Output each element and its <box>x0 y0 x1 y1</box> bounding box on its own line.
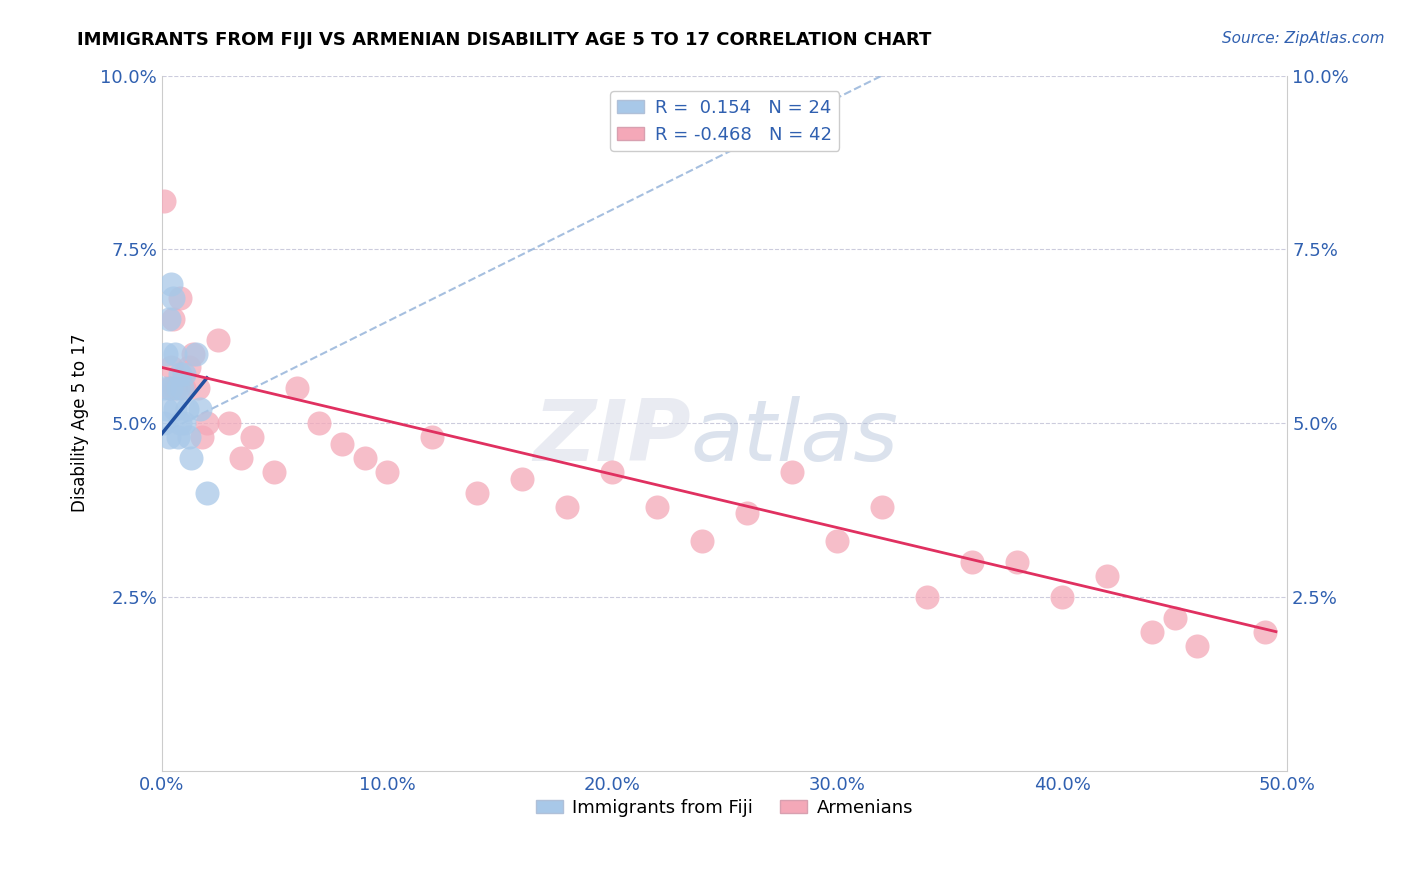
Point <box>183 346 205 360</box>
Point <box>690 534 713 549</box>
Point <box>555 500 578 514</box>
Point <box>191 430 214 444</box>
Point <box>1163 611 1185 625</box>
Point <box>157 311 180 326</box>
Point <box>173 416 195 430</box>
Point <box>165 381 187 395</box>
Point <box>645 500 668 514</box>
Point <box>735 507 758 521</box>
Point <box>160 277 183 291</box>
Point <box>780 465 803 479</box>
Point <box>176 402 198 417</box>
Point <box>173 368 195 382</box>
Point <box>218 416 240 430</box>
Point <box>420 430 443 444</box>
Point <box>825 534 848 549</box>
Point <box>172 381 194 395</box>
Point <box>1254 624 1277 639</box>
Point <box>166 381 188 395</box>
Point <box>263 465 285 479</box>
Point <box>285 381 308 395</box>
Point <box>510 472 533 486</box>
Point <box>173 381 195 395</box>
Point <box>157 381 180 395</box>
Point <box>169 291 191 305</box>
Point <box>1005 555 1028 569</box>
Point <box>165 346 187 360</box>
Point <box>1050 590 1073 604</box>
Point <box>600 465 623 479</box>
Point <box>308 416 330 430</box>
Point <box>169 416 191 430</box>
Text: Source: ZipAtlas.com: Source: ZipAtlas.com <box>1222 31 1385 46</box>
Point <box>240 430 263 444</box>
Point <box>169 368 191 382</box>
Point <box>330 437 353 451</box>
Point <box>153 381 176 395</box>
Point <box>177 360 200 375</box>
Point <box>162 311 184 326</box>
Text: atlas: atlas <box>690 395 898 478</box>
Point <box>177 430 200 444</box>
Point <box>915 590 938 604</box>
Y-axis label: Disability Age 5 to 17: Disability Age 5 to 17 <box>72 334 89 512</box>
Point <box>155 402 177 417</box>
Point <box>160 381 183 395</box>
Point <box>195 485 218 500</box>
Point <box>187 381 209 395</box>
Point <box>207 333 229 347</box>
Point <box>166 430 188 444</box>
Point <box>184 346 207 360</box>
Text: ZIP: ZIP <box>533 395 690 478</box>
Point <box>229 450 252 465</box>
Point <box>180 450 202 465</box>
Legend: Immigrants from Fiji, Armenians: Immigrants from Fiji, Armenians <box>529 792 920 824</box>
Point <box>157 430 180 444</box>
Point <box>153 416 176 430</box>
Point <box>1140 624 1163 639</box>
Point <box>1185 639 1208 653</box>
Point <box>465 485 488 500</box>
Point <box>155 346 177 360</box>
Point <box>353 450 375 465</box>
Point <box>153 194 176 208</box>
Text: IMMIGRANTS FROM FIJI VS ARMENIAN DISABILITY AGE 5 TO 17 CORRELATION CHART: IMMIGRANTS FROM FIJI VS ARMENIAN DISABIL… <box>77 31 932 49</box>
Point <box>160 360 183 375</box>
Point <box>1095 569 1118 583</box>
Point <box>162 291 184 305</box>
Point <box>870 500 893 514</box>
Point <box>195 416 218 430</box>
Point <box>375 465 398 479</box>
Point <box>165 402 187 417</box>
Point <box>960 555 983 569</box>
Point <box>188 402 211 417</box>
